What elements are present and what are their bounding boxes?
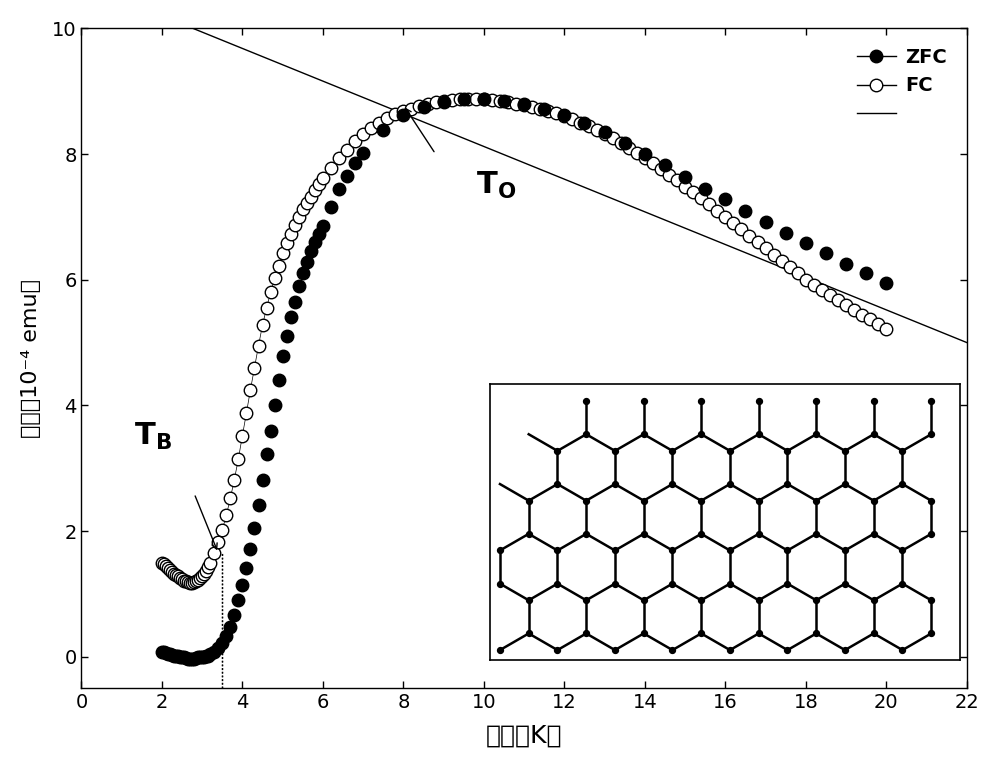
Point	[923, 395, 939, 407]
Point	[578, 594, 594, 607]
Point	[607, 578, 623, 590]
Point	[549, 545, 565, 557]
Point	[607, 644, 623, 656]
Point	[722, 445, 738, 457]
Point	[751, 528, 767, 540]
Point	[808, 395, 824, 407]
Point	[636, 528, 652, 540]
Point	[751, 395, 767, 407]
Point	[894, 644, 910, 656]
Point	[837, 644, 853, 656]
Point	[837, 445, 853, 457]
Point	[693, 594, 709, 607]
Point	[636, 428, 652, 440]
Point	[866, 528, 882, 540]
Point	[664, 478, 680, 490]
Point	[722, 545, 738, 557]
Point	[808, 528, 824, 540]
Point	[693, 495, 709, 507]
Point	[923, 528, 939, 540]
Point	[607, 445, 623, 457]
Point	[923, 495, 939, 507]
Point	[549, 445, 565, 457]
Point	[808, 495, 824, 507]
Point	[549, 644, 565, 656]
Point	[751, 594, 767, 607]
Point	[779, 545, 795, 557]
Point	[837, 578, 853, 590]
Point	[636, 495, 652, 507]
Point	[664, 545, 680, 557]
Point	[779, 644, 795, 656]
Point	[664, 644, 680, 656]
Point	[866, 428, 882, 440]
Point	[607, 478, 623, 490]
Point	[779, 445, 795, 457]
Point	[722, 578, 738, 590]
Legend: ZFC, FC, : ZFC, FC,	[847, 38, 957, 134]
Point	[492, 545, 508, 557]
Point	[866, 627, 882, 640]
Point	[636, 395, 652, 407]
Point	[549, 478, 565, 490]
Point	[693, 428, 709, 440]
Point	[693, 395, 709, 407]
Point	[894, 478, 910, 490]
Point	[693, 627, 709, 640]
Y-axis label: 磁矩（10⁻⁴ emu）: 磁矩（10⁻⁴ emu）	[21, 279, 41, 438]
Point	[779, 578, 795, 590]
Point	[578, 395, 594, 407]
Point	[837, 478, 853, 490]
Point	[866, 594, 882, 607]
Point	[578, 627, 594, 640]
Point	[779, 478, 795, 490]
Point	[866, 495, 882, 507]
Point	[664, 445, 680, 457]
Point	[866, 395, 882, 407]
Point	[549, 578, 565, 590]
Point	[894, 445, 910, 457]
Point	[521, 594, 537, 607]
Point	[808, 594, 824, 607]
Point	[578, 528, 594, 540]
Point	[607, 545, 623, 557]
Point	[751, 495, 767, 507]
X-axis label: 温度（K）: 温度（K）	[486, 723, 562, 747]
Point	[808, 428, 824, 440]
Text: $\mathbf{T}_\mathbf{O}$: $\mathbf{T}_\mathbf{O}$	[476, 170, 516, 201]
Text: $\mathbf{T}_\mathbf{B}$: $\mathbf{T}_\mathbf{B}$	[134, 422, 172, 452]
Point	[578, 428, 594, 440]
Point	[492, 644, 508, 656]
Point	[578, 495, 594, 507]
Point	[664, 578, 680, 590]
Point	[808, 627, 824, 640]
Point	[521, 495, 537, 507]
Point	[837, 545, 853, 557]
Point	[722, 478, 738, 490]
Point	[693, 528, 709, 540]
Point	[923, 594, 939, 607]
Point	[894, 545, 910, 557]
Point	[751, 428, 767, 440]
Point	[636, 594, 652, 607]
Point	[923, 428, 939, 440]
Point	[636, 627, 652, 640]
Point	[521, 528, 537, 540]
Point	[751, 627, 767, 640]
Point	[923, 627, 939, 640]
Point	[492, 578, 508, 590]
Point	[722, 644, 738, 656]
Point	[521, 627, 537, 640]
Point	[894, 578, 910, 590]
